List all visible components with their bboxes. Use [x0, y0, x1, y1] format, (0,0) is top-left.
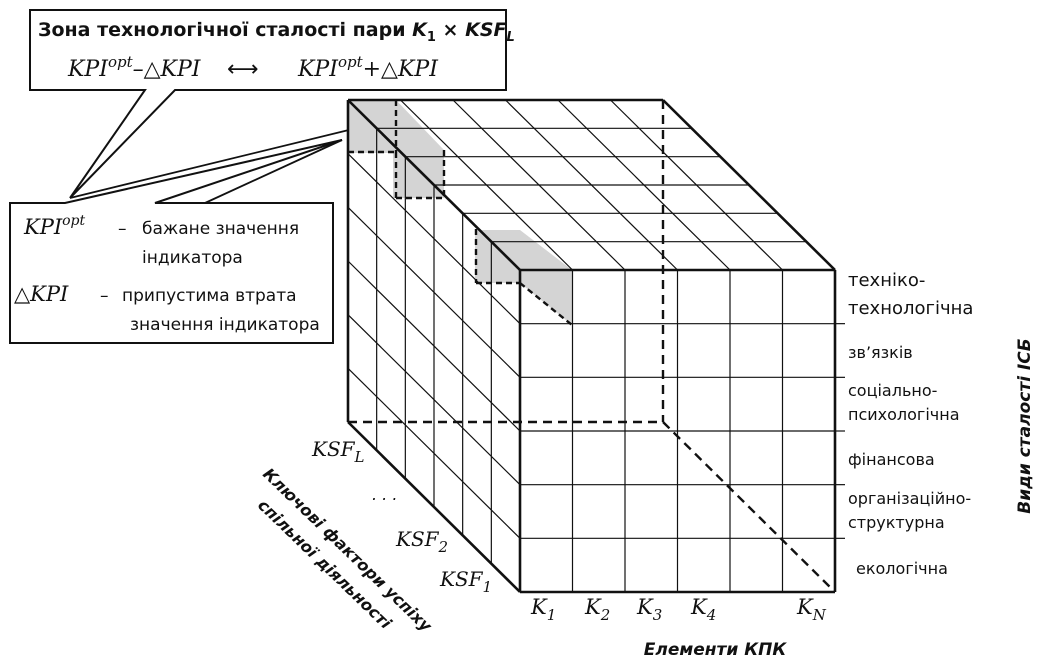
stability-label-org-2: структурна	[848, 513, 945, 532]
left-callout-box	[9, 139, 343, 344]
stability-label-finance: фінансова	[848, 450, 935, 469]
delta-kpi-desc-1: припустима втрата	[122, 286, 297, 306]
ksf-label-1: KSF1	[439, 567, 492, 596]
cube-edge-top-right	[662, 99, 836, 271]
cube-edge-top-left	[347, 99, 521, 271]
stability-label-eco: екологічна	[856, 559, 948, 578]
hidden-edge-bottom-right	[662, 421, 836, 593]
stability-types: техніко- технологічна зв’язків соціально…	[848, 270, 973, 578]
top-callout-box	[29, 9, 507, 199]
top-callout-pointer	[69, 117, 399, 199]
element-label-k3: K3	[636, 595, 662, 624]
element-label-k1: K1	[530, 595, 556, 624]
cube	[346, 98, 845, 594]
range-lower: KPIopt–△KPI	[67, 53, 202, 82]
left-axis-title: Ключові фактори успіху спільної діяльнос…	[254, 464, 436, 636]
cube-edge-bottom-left	[347, 421, 521, 593]
element-label-k2: K2	[584, 595, 610, 624]
ksf-label-2: KSF2	[395, 527, 448, 556]
ksf-labels: KSFL . . . KSF2 KSF1	[311, 437, 492, 596]
left-grid-diag	[347, 367, 521, 539]
bottom-axis-title: Елементи КПК	[644, 640, 788, 660]
right-axis-title: Види сталості ІСБ	[1015, 338, 1035, 513]
stability-label-social-2: психологічна	[848, 405, 960, 424]
delta-kpi-desc-2: значення індикатора	[130, 315, 320, 335]
stability-label-links: зв’язків	[848, 343, 913, 362]
element-labels: K1 K2 K3 K4 KN	[530, 595, 827, 624]
stability-label-tech-1: техніко-	[848, 270, 925, 291]
stability-label-org-1: організаційно-	[848, 489, 971, 508]
stability-label-tech-2: технологічна	[848, 298, 973, 319]
stability-label-social-1: соціально-	[848, 381, 937, 400]
cube-grid	[346, 98, 845, 594]
kpi-opt-dash: –	[118, 219, 127, 239]
delta-kpi-term: △KPI	[14, 282, 69, 306]
ksf-ellipsis: . . .	[372, 485, 397, 504]
kpi-opt-desc-2: індикатора	[142, 248, 243, 268]
left-callout-pointer	[204, 139, 343, 204]
ksf-label-l: KSFL	[311, 437, 365, 466]
highlight-front-cell	[475, 230, 572, 325]
kpi-opt-term: KPIopt	[23, 213, 86, 239]
element-label-k4: K4	[690, 595, 716, 624]
element-label-kn: KN	[796, 595, 827, 624]
delta-kpi-dash: –	[100, 286, 109, 306]
zone-dash	[519, 282, 573, 326]
zone-title: Зона технологічної сталості пари K1 × KS…	[38, 19, 515, 45]
range-upper: KPIopt+△KPI	[297, 53, 439, 82]
double-arrow: ⟷	[227, 57, 259, 82]
kpi-opt-desc-1: бажане значення	[142, 219, 299, 239]
